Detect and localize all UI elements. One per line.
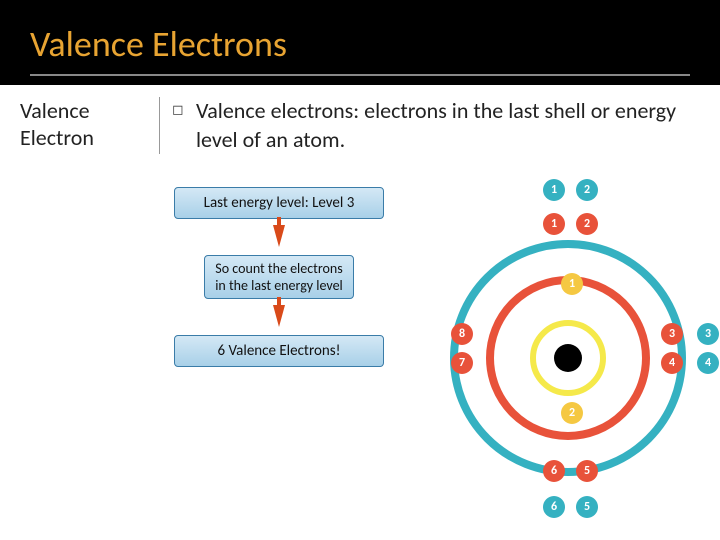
electron: 5 [576, 496, 598, 518]
box-last-level: Last energy level: Level 3 [174, 187, 384, 219]
electron: 8 [451, 323, 473, 345]
atom-diagram: 1212187343426565 [420, 177, 720, 527]
box-result: 6 Valence Electrons! [174, 335, 384, 367]
arrow-icon [273, 225, 285, 247]
electron: 3 [661, 323, 683, 345]
electron: 5 [576, 460, 598, 482]
definition-bullet: Valence electrons: electrons in the last… [172, 97, 700, 154]
electron: 2 [576, 213, 598, 235]
electron: 6 [543, 496, 565, 518]
electron: 3 [697, 323, 719, 345]
electron: 2 [576, 179, 598, 201]
flow-boxes: Last energy level: Level 3 So count the … [174, 187, 384, 373]
page-title: Valence Electrons [30, 22, 690, 76]
electron: 6 [543, 460, 565, 482]
box-count: So count the electrons in the last energ… [204, 255, 354, 299]
main-panel: Valence electrons: electrons in the last… [160, 97, 700, 154]
electron: 2 [561, 402, 583, 424]
arrow-icon [273, 305, 285, 327]
electron: 7 [451, 352, 473, 374]
sidebar: Valence Electron [20, 97, 160, 154]
electron: 4 [697, 352, 719, 374]
sidebar-label: Valence Electron [20, 97, 149, 151]
header: Valence Electrons [0, 0, 720, 85]
electron: 1 [543, 179, 565, 201]
electron: 1 [543, 213, 565, 235]
electron: 4 [661, 352, 683, 374]
content-area: Valence Electron Valence electrons: elec… [0, 85, 720, 166]
electron: 1 [561, 273, 583, 295]
